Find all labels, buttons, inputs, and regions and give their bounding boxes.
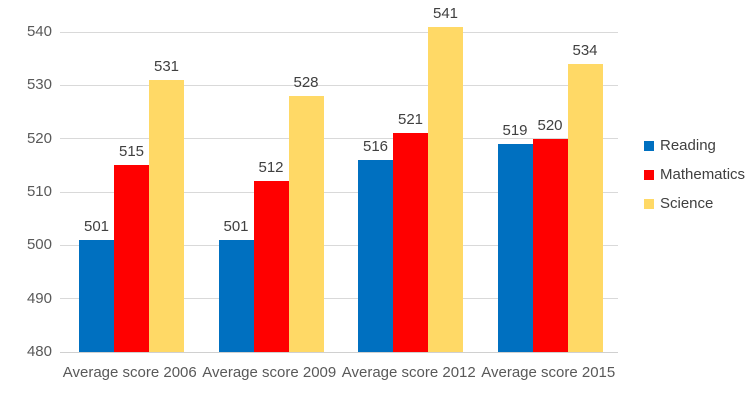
legend: Reading Mathematics Science — [644, 131, 745, 218]
y-axis-tick-label: 490 — [26, 289, 52, 307]
bar-value-label: 520 — [537, 116, 563, 134]
bar-value-label: 541 — [432, 4, 459, 22]
x-axis-category-label: Average score 2012 — [341, 364, 476, 381]
legend-item-mathematics: Mathematics — [644, 160, 745, 189]
bar-value-label: 515 — [118, 143, 145, 161]
bar-value-label: 528 — [293, 74, 319, 91]
x-axis-line — [60, 351, 618, 353]
reading-bar — [79, 240, 114, 352]
science-bar — [288, 96, 324, 352]
legend-label-mathematics: Mathematics — [660, 166, 746, 183]
legend-label-reading: Reading — [660, 137, 716, 154]
reading-bar — [497, 144, 533, 352]
science-bar — [428, 26, 463, 352]
legend-color-swatch-reading — [644, 140, 654, 151]
legend-item-science: Science — [644, 189, 745, 218]
x-axis-category-label: Average score 2006 — [62, 364, 197, 381]
legend-label-science: Science — [660, 195, 714, 212]
y-axis-tick-label: 510 — [26, 183, 52, 200]
mathematics-bar — [253, 181, 289, 352]
bar-value-label: 521 — [397, 111, 424, 129]
gridline — [60, 138, 618, 140]
bar-value-label: 512 — [258, 159, 284, 177]
y-axis-tick-label: 530 — [26, 76, 52, 94]
gridline — [60, 84, 618, 86]
mathematics-bar — [114, 165, 149, 352]
mathematics-bar — [532, 138, 568, 352]
gridline — [60, 191, 618, 193]
bar-value-label: 534 — [572, 42, 598, 59]
legend-color-swatch-science — [644, 198, 654, 209]
reading-bar — [358, 160, 393, 352]
mathematics-bar — [393, 133, 428, 352]
bar-value-label: 516 — [362, 138, 389, 155]
bar-value-label: 519 — [502, 122, 528, 139]
legend-color-swatch-mathematics — [644, 169, 654, 180]
y-axis-tick-label: 480 — [26, 343, 52, 360]
bar-value-label: 501 — [83, 218, 110, 235]
reading-bar — [218, 240, 254, 352]
x-axis-category-label: Average score 2009 — [202, 364, 337, 381]
gridline — [60, 298, 618, 300]
y-axis-tick-label: 540 — [26, 23, 52, 40]
bar-value-label: 531 — [153, 58, 180, 75]
science-bar — [149, 80, 184, 352]
gridline — [60, 244, 618, 246]
x-axis-category-label: Average score 2015 — [481, 364, 616, 381]
science-bar — [567, 64, 603, 352]
gridline — [60, 31, 618, 33]
legend-item-reading: Reading — [644, 131, 745, 160]
bar-value-label: 501 — [223, 218, 249, 235]
y-axis-tick-label: 520 — [26, 129, 52, 147]
y-axis-tick-label: 500 — [26, 236, 52, 254]
